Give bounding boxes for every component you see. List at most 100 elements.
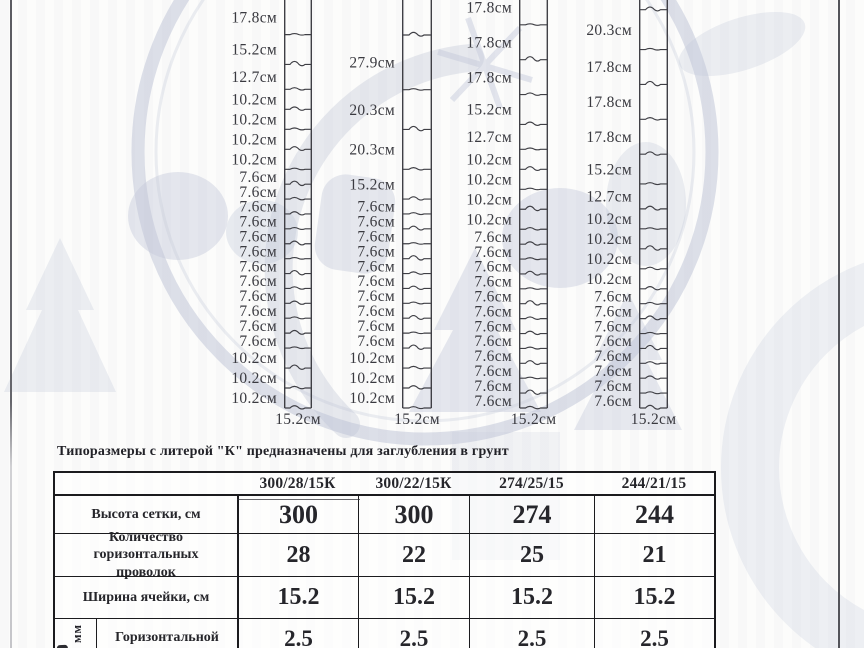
mesh-gap-label: 7.6см (239, 199, 277, 216)
mesh-wire-line (402, 212, 432, 216)
mesh-gap-label: 7.6см (239, 258, 277, 275)
cell-value: 274 (469, 496, 594, 533)
mesh-wire-line (639, 117, 668, 121)
mesh-wire-line (639, 0, 668, 408)
mesh-gap-label: 7.6см (474, 303, 512, 320)
mesh-gap-label: 7.6см (357, 199, 395, 216)
mesh-gap-label: 7.6см (357, 303, 395, 320)
mesh-wire-line (519, 227, 548, 231)
mesh-wire-line (639, 266, 668, 271)
mesh-wire-line (284, 167, 312, 171)
mesh-gap-label: 15.2см (231, 42, 277, 59)
row-label-height: Высота сетки, см (91, 506, 201, 522)
mesh-gap-label: 7.6см (474, 318, 512, 335)
mesh-gap-label: 17.8см (586, 59, 632, 76)
mesh-gap-label: 7.6см (474, 229, 512, 246)
mesh-gap-label: 7.6см (594, 288, 632, 305)
scan-artifact-header-underline (237, 498, 360, 501)
mesh-gap-label: 7.6см (474, 393, 512, 410)
mesh-gap-label: 7.6см (474, 348, 512, 365)
mesh-gap-label: 7.6см (239, 243, 277, 260)
mm-vertical-label: мм (70, 624, 84, 644)
mesh-gap-label: 7.6см (474, 378, 512, 395)
mesh-gap-label: 7.6см (357, 273, 395, 290)
cell-value: 28 (237, 533, 358, 576)
mesh-gap-label: 7.6см (239, 184, 277, 201)
cell-value: 2.5 (469, 618, 594, 648)
mesh-gap-label: 20.3см (349, 102, 395, 119)
mesh-gap-label: 17.8см (231, 9, 277, 26)
mesh-wire-line (284, 300, 312, 305)
cell-value: 300 (358, 496, 469, 533)
row-label-wire-count: Количество горизонтальных проволок (55, 530, 237, 580)
mesh-wire-line (284, 146, 312, 152)
column-header: 300/28/15К (237, 473, 358, 496)
row-label-horizontal-wire: мм Горизонтальной (55, 618, 237, 648)
mesh-wire-line (284, 32, 312, 36)
mesh-wire-line (639, 315, 668, 321)
mesh-gap-label: 7.6см (357, 318, 395, 335)
cell-value: 15.2 (358, 576, 469, 618)
mesh-wire-line (519, 376, 548, 380)
cell-value: 2.5 (358, 618, 469, 648)
mesh-wire-line (284, 227, 312, 231)
mesh-gap-label: 10.2см (349, 350, 395, 367)
mesh-gap-label: 15.2см (466, 102, 512, 119)
mesh-gap-label: 7.6см (474, 288, 512, 305)
mesh-gap-label: 12.7см (586, 189, 632, 206)
mesh-wire-line (284, 286, 312, 290)
mesh-gap-label: 7.6см (474, 333, 512, 350)
mesh-gap-label: 7.6см (239, 333, 277, 350)
mesh-wire-line (402, 301, 432, 305)
mesh-gap-label: 15.2см (275, 411, 321, 428)
mesh-wire-line (284, 0, 312, 408)
mesh-gap-label: 7.6см (594, 393, 632, 410)
mesh-wire-line (519, 0, 548, 408)
mesh-wire-line (284, 385, 312, 390)
column-header: 274/25/15 (469, 473, 594, 496)
mesh-gap-label: 7.6см (357, 214, 395, 231)
mesh-gap-label: 7.6см (594, 363, 632, 380)
mesh-gap-label: 10.2см (466, 151, 512, 168)
mesh-wire-line (639, 182, 668, 186)
mesh-gap-label: 7.6см (594, 318, 632, 335)
mesh-wire-line (402, 365, 432, 370)
mesh-gap-label: 10.2см (231, 151, 277, 168)
mesh-wire-line (519, 300, 548, 306)
mesh-wire-line (639, 6, 668, 12)
mesh-wire-line (639, 331, 668, 335)
mesh-gap-label: 27.9см (349, 55, 395, 72)
mesh-gap-label: 10.2см (231, 350, 277, 367)
mesh-gap-label: 10.2см (231, 111, 277, 128)
mesh-wire-line (639, 227, 668, 230)
mesh-gap-label: 10.2см (586, 251, 632, 268)
mesh-wire-line (519, 360, 548, 366)
mesh-wire-line (519, 270, 548, 276)
mesh-gap-label: 17.8см (466, 0, 512, 17)
mesh-wire-line (402, 344, 432, 350)
mesh-diagram: 17.8см 15.2см 12.7см 10.2см 10.2см 10.2см 10.2… (231, 0, 676, 428)
mesh-gap-label: 7.6см (594, 378, 632, 395)
mesh-wire-line (284, 346, 312, 350)
mesh-wire-line (402, 285, 432, 291)
mesh-wire-line (639, 47, 668, 51)
header-corner-cell (55, 473, 237, 496)
mesh-gap-label: 15.2см (586, 161, 632, 178)
mesh-wire-line (284, 405, 312, 410)
row-label-mesh-width: Ширина ячейки, см (55, 576, 237, 618)
mesh-wire-line (284, 364, 312, 370)
cell-value: 25 (469, 533, 594, 576)
mesh-gap-label: 10.2см (349, 390, 395, 407)
mesh-gap-label: 7.6см (239, 288, 277, 305)
mesh-gap-label: 7.6см (594, 333, 632, 350)
mesh-wire-line (402, 406, 432, 410)
cell-value: 2.5 (237, 618, 358, 648)
mesh-wire-line (402, 167, 432, 171)
mesh-gap-label: 7.6см (357, 258, 395, 275)
mesh-wire-line (402, 225, 432, 231)
mesh-wire-line (519, 121, 548, 126)
mesh-wire-line (402, 31, 432, 37)
mesh-gap-label: 10.2см (231, 370, 277, 387)
mesh-wire-line (639, 286, 668, 291)
